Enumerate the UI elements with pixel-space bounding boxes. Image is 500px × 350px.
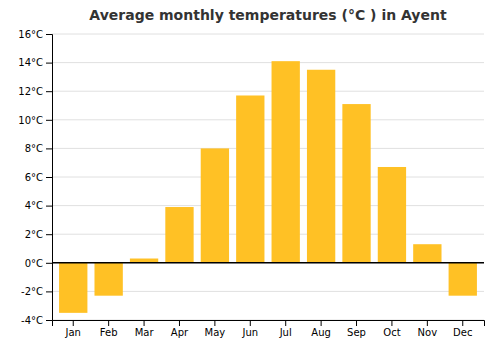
y-tick: 14°C xyxy=(18,57,52,68)
x-tick-label: Jun xyxy=(241,327,258,338)
y-tick-mark xyxy=(46,148,52,149)
bar xyxy=(236,95,264,262)
y-tick: -4°C xyxy=(21,315,52,326)
x-tick-mark xyxy=(462,320,463,326)
bar xyxy=(413,244,441,263)
x-tick-label: Mar xyxy=(135,327,155,338)
bar xyxy=(201,148,229,262)
grid-line xyxy=(52,205,484,206)
y-tick-label: 6°C xyxy=(25,172,43,183)
y-tick-label: 2°C xyxy=(25,229,43,240)
x-axis-line xyxy=(53,321,485,327)
x-tick-mark xyxy=(73,320,74,326)
x-tick-mark xyxy=(179,320,180,326)
x-tick-mark xyxy=(108,320,109,326)
bar xyxy=(59,263,87,313)
y-tick: 4°C xyxy=(25,200,52,211)
plot-area: -4°C -2°C 0°C 2°C 4°C 6°C 8°C 10°C 12°C 14°C 16°C J… xyxy=(18,29,484,338)
x-tick-mark xyxy=(144,320,145,326)
bar xyxy=(165,207,193,263)
y-tick-label: 10°C xyxy=(18,115,43,126)
y-tick-mark xyxy=(46,291,52,292)
y-tick-label: 16°C xyxy=(18,29,43,40)
bar xyxy=(449,263,477,296)
x-tick: Sep xyxy=(347,320,366,338)
x-tick-label: Sep xyxy=(347,327,366,338)
grid-line xyxy=(52,177,484,178)
grid xyxy=(52,34,484,320)
x-tick: Aug xyxy=(311,320,331,338)
zero-line xyxy=(52,262,484,264)
y-axis: -4°C -2°C 0°C 2°C 4°C 6°C 8°C 10°C 12°C 14°C 16°C xyxy=(18,29,52,326)
bar xyxy=(378,167,406,263)
x-axis: Jan Feb Mar Apr May Jun Jul Aug Sep Oct Nov Dec xyxy=(53,320,485,338)
y-tick: 6°C xyxy=(25,172,52,183)
x-tick-mark xyxy=(427,320,428,326)
grid-line xyxy=(52,119,484,120)
bars xyxy=(59,61,477,313)
y-tick-mark xyxy=(46,91,52,92)
x-tick-mark xyxy=(214,320,215,326)
y-tick-label: 0°C xyxy=(25,258,43,269)
bar xyxy=(342,104,370,263)
grid-line xyxy=(52,234,484,235)
x-tick-label: Apr xyxy=(171,327,189,338)
x-tick-label: Jul xyxy=(279,327,292,338)
y-tick: 0°C xyxy=(25,258,52,269)
x-tick: Dec xyxy=(453,320,472,338)
y-tick: 2°C xyxy=(25,229,52,240)
x-tick-label: Aug xyxy=(311,327,331,338)
x-tick-label: Oct xyxy=(383,327,400,338)
y-axis-line xyxy=(46,35,53,321)
y-tick-mark xyxy=(46,234,52,235)
y-tick-mark xyxy=(46,320,52,321)
x-tick: Mar xyxy=(135,320,155,338)
y-tick-mark xyxy=(46,206,52,207)
chart: -4°C -2°C 0°C 2°C 4°C 6°C 8°C 10°C 12°C 14°C 16°C J… xyxy=(0,0,500,350)
y-tick-label: -4°C xyxy=(21,315,43,326)
x-tick-mark xyxy=(321,320,322,326)
grid-line xyxy=(52,34,484,35)
x-tick-mark xyxy=(391,320,392,326)
y-tick-label: 14°C xyxy=(18,57,43,68)
bar xyxy=(307,70,335,263)
y-tick: 16°C xyxy=(18,29,52,40)
grid-line xyxy=(52,148,484,149)
x-tick-label: Jan xyxy=(65,327,81,338)
y-tick-label: 8°C xyxy=(25,143,43,154)
grid-line xyxy=(52,262,484,263)
x-tick-label: Dec xyxy=(453,327,472,338)
y-tick: -2°C xyxy=(21,286,52,297)
x-tick-label: Nov xyxy=(418,327,438,338)
y-tick: 8°C xyxy=(25,143,52,154)
y-tick-mark xyxy=(46,63,52,64)
x-tick: May xyxy=(205,320,226,338)
x-tick: Jul xyxy=(279,320,292,338)
y-tick-mark xyxy=(46,263,52,264)
y-tick: 12°C xyxy=(18,86,52,97)
x-tick: Feb xyxy=(100,320,118,338)
grid-line xyxy=(52,62,484,63)
x-tick: Jun xyxy=(241,320,258,338)
bar xyxy=(272,61,300,263)
x-tick: Jan xyxy=(65,320,81,338)
grid-line xyxy=(52,91,484,92)
title: Average monthly temperatures (°C ) in Ay… xyxy=(89,7,447,23)
y-tick-label: 4°C xyxy=(25,200,43,211)
x-tick-mark xyxy=(285,320,286,326)
y-tick-label: 12°C xyxy=(18,86,43,97)
x-tick: Oct xyxy=(383,320,400,338)
bar xyxy=(94,263,122,296)
x-tick-label: Feb xyxy=(100,327,118,338)
x-tick-mark xyxy=(356,320,357,326)
x-tick: Apr xyxy=(171,320,189,338)
x-tick-label: May xyxy=(205,327,226,338)
x-tick: Nov xyxy=(418,320,438,338)
y-tick-mark xyxy=(46,177,52,178)
y-tick-label: -2°C xyxy=(21,286,43,297)
x-tick-mark xyxy=(250,320,251,326)
y-tick-mark xyxy=(46,34,52,35)
y-tick-mark xyxy=(46,120,52,121)
y-tick: 10°C xyxy=(18,115,52,126)
